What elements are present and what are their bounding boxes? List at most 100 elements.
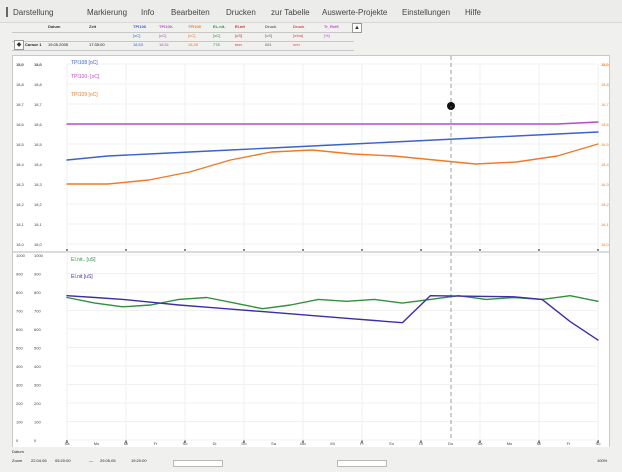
status-header-tpi109: TPI109 bbox=[188, 24, 201, 29]
upper-y-tick-label-right: 18,4 bbox=[601, 162, 609, 167]
status-header-tpi108: TPI108 bbox=[133, 24, 146, 29]
upper-y-tick-label-left: 18,5 bbox=[16, 142, 25, 147]
lower-y-tick-label-left-secondary: 600 bbox=[34, 327, 41, 332]
status-header-druck1: Druck bbox=[265, 24, 277, 29]
menu-item-markierung[interactable]: Markierung bbox=[87, 8, 128, 17]
upper-y-tick-label-left-secondary: 18,8 bbox=[34, 82, 43, 87]
footer-day-label: Fr bbox=[567, 441, 571, 446]
status-header-time: Zeit bbox=[89, 24, 97, 29]
status-unit-5: [uS] bbox=[235, 33, 243, 38]
upper-y-tick-label-right: 18,3 bbox=[601, 182, 609, 187]
cursor-value-2: 18,51 bbox=[159, 42, 170, 47]
lower-series-line bbox=[66, 294, 599, 310]
chart-svg: ● 18,0 18,0 18,0 18,1 18,1 18,1 18,2 18,2 18,2 18,… bbox=[13, 56, 610, 453]
lower-y-tick-label-left-secondary: 400 bbox=[34, 364, 41, 369]
status-unit-row: [oC] [oC] [oC] [oC] [uS] [uS] [mba] [%] bbox=[12, 32, 354, 42]
zoom-input-left[interactable] bbox=[173, 460, 223, 467]
status-unit-7: [mba] bbox=[293, 33, 304, 38]
upper-y-tick-label-left: 18,4 bbox=[16, 162, 25, 167]
footer-day-label: Mi bbox=[124, 441, 128, 446]
lower-y-tick-label-left-secondary: 100 bbox=[34, 420, 41, 425]
upper-y-tick-label-left: 18,6 bbox=[16, 122, 25, 127]
upper-y-tick-label-left: 18,9 bbox=[16, 62, 25, 67]
lower-legend-label: EI.nit [uS] bbox=[71, 274, 93, 280]
footer-day-label: Di bbox=[213, 441, 217, 446]
zoom-input-right[interactable] bbox=[337, 460, 387, 467]
upper-y-tick-label-right: 18,7 bbox=[601, 102, 609, 107]
footer-start-time: 05:20:00 bbox=[55, 458, 71, 463]
lower-y-tick-label-left: 800 bbox=[16, 290, 23, 295]
cursor-value-3: 18,46 bbox=[188, 42, 199, 47]
lower-y-tick-label-left-secondary: 1000 bbox=[34, 253, 44, 258]
upper-y-tick-label-left: 18,1 bbox=[16, 222, 25, 227]
footer-start-date: 22.04.05 bbox=[31, 458, 47, 463]
menu-item-info[interactable]: Info bbox=[141, 8, 155, 17]
upper-y-tick-label-right: 18,1 bbox=[601, 222, 609, 227]
upper-y-tick-label-right: 18,8 bbox=[601, 82, 609, 87]
lower-y-tick-label-left: 1000 bbox=[16, 253, 26, 258]
cursor-value-4: 778 bbox=[213, 42, 220, 47]
menu-item-zur-tabelle[interactable]: zur Tabelle bbox=[271, 8, 310, 17]
footer-day-label: Sa bbox=[65, 441, 71, 446]
footer-date-label: Datum bbox=[12, 449, 24, 454]
footer-day-label: Do bbox=[241, 441, 247, 446]
upper-y-tick-label-left: 18,2 bbox=[16, 202, 25, 207]
upper-y-tick-label-left: 11,0 bbox=[16, 62, 24, 67]
status-header-elnit1: EL.nit.. bbox=[213, 24, 227, 29]
footer-range-separator: — bbox=[89, 458, 93, 463]
upper-y-tick-label-left-secondary: 18,1 bbox=[34, 222, 43, 227]
footer-day-label: Mo bbox=[300, 441, 306, 446]
menu-item-hilfe[interactable]: Hilfe bbox=[465, 8, 482, 17]
footer-day-label: So bbox=[389, 441, 395, 446]
footer-day-label: Sa bbox=[478, 441, 484, 446]
menu-bar: Darstellung Markierung Info Bearbeiten D… bbox=[0, 0, 622, 23]
status-header-elnit2: EI.nit bbox=[235, 24, 245, 29]
lower-y-tick-label-left-secondary: 0 bbox=[34, 438, 37, 443]
footer-day-label: Sa bbox=[271, 441, 277, 446]
upper-legend-label: TPI108 [oC] bbox=[71, 60, 98, 66]
footer-day-label: Fr bbox=[360, 441, 364, 446]
upper-y-tick-label-left-secondary: 18,9 bbox=[34, 62, 43, 67]
upper-y-tick-label-left-secondary: 18,3 bbox=[34, 182, 43, 187]
status-unit-6: [uS] bbox=[265, 33, 273, 38]
upper-y-tick-label-left-secondary: 18,5 bbox=[34, 142, 43, 147]
upper-y-tick-label-left-secondary: 18,0 bbox=[34, 242, 43, 247]
lower-y-tick-label-left: 400 bbox=[16, 364, 23, 369]
cursor-value-5: nnn bbox=[235, 42, 242, 47]
menu-item-drucken[interactable]: Drucken bbox=[226, 8, 256, 17]
table-up-button[interactable]: ▲ bbox=[352, 23, 362, 33]
menu-item-darstellung[interactable]: Darstellung bbox=[13, 8, 54, 17]
menu-item-bearbeiten[interactable]: Bearbeiten bbox=[171, 8, 210, 17]
upper-legend-label: TPI100- [oC] bbox=[71, 74, 100, 80]
lower-y-tick-label-left: 600 bbox=[16, 327, 23, 332]
upper-series-line bbox=[66, 143, 599, 185]
menu-item-auswerte-projekte[interactable]: Auswerte-Projekte bbox=[322, 8, 388, 17]
time-axis-footer: Datum Zoom 22.04.05 05:20:00 — 29.05.05 … bbox=[0, 447, 622, 472]
lower-y-tick-label-left-secondary: 700 bbox=[34, 309, 41, 314]
cursor-time: 17:35:00 bbox=[89, 42, 105, 47]
lower-y-tick-label-left-secondary: 800 bbox=[34, 290, 41, 295]
lower-y-tick-label-left: 500 bbox=[16, 346, 23, 351]
upper-y-tick-label-right: 11,0 bbox=[601, 62, 609, 67]
cursor-toggle-icon[interactable]: ◆ bbox=[14, 40, 24, 50]
lower-y-tick-label-left: 700 bbox=[16, 309, 23, 314]
upper-y-tick-label-left: 18,0 bbox=[16, 242, 25, 247]
upper-y-tick-label-right: 18,9 bbox=[601, 62, 609, 67]
status-unit-1: [oC] bbox=[133, 33, 141, 38]
upper-y-tick-label-left: 18,8 bbox=[16, 82, 25, 87]
footer-day-label: Mo bbox=[94, 441, 100, 446]
lower-y-tick-label-left-secondary: 500 bbox=[34, 346, 41, 351]
status-header-row: Datum Zeit TPI108 TPI100- TPI109 EL.nit.… bbox=[12, 23, 354, 33]
menu-item-einstellungen[interactable]: Einstellungen bbox=[402, 8, 451, 17]
upper-legend-label: TPI109 [oC] bbox=[71, 92, 98, 98]
status-header-tpi100: TPI100- bbox=[159, 24, 174, 29]
upper-y-tick-label-left-secondary: 18,4 bbox=[34, 162, 43, 167]
status-unit-4: [oC] bbox=[213, 33, 221, 38]
cursor-value-7: nnn bbox=[293, 42, 300, 47]
zoom-percent: 100% bbox=[597, 458, 608, 463]
upper-y-tick-label-left: 18,3 bbox=[16, 182, 25, 187]
upper-y-tick-label-left-secondary: 18,2 bbox=[34, 202, 43, 207]
lower-y-tick-label-left: 100 bbox=[16, 420, 23, 425]
lower-series-line bbox=[66, 294, 599, 341]
upper-y-tick-label-left-secondary: 18,7 bbox=[34, 102, 43, 107]
